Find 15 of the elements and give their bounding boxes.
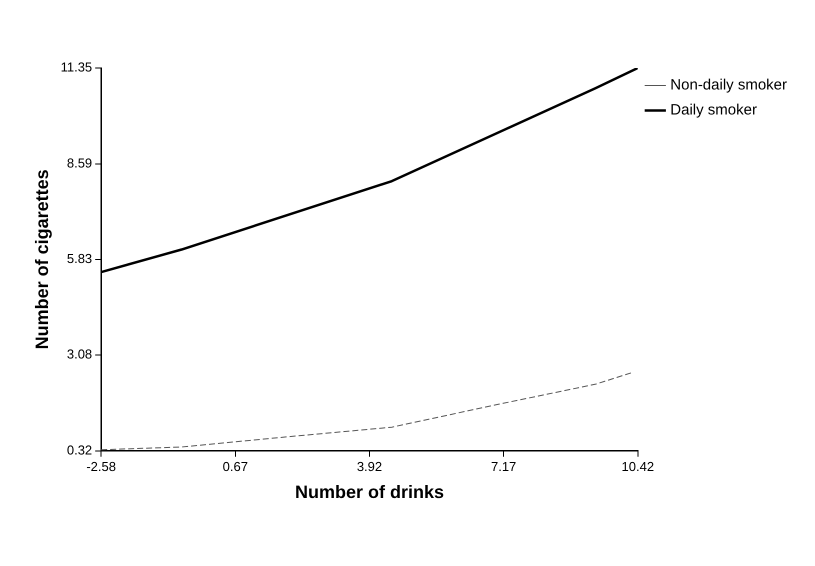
x-tick-label: 3.92 [356,459,382,474]
y-tick-label: 11.35 [60,60,92,75]
legend-label: Daily smoker [670,102,757,119]
x-tick-label: -2.58 [86,459,116,474]
legend-label: Non-daily smoker [670,76,788,94]
x-tick-label: 0.67 [222,459,248,474]
y-tick-label: 8.59 [66,155,92,170]
y-tick-label: 0.32 [66,442,92,458]
x-tick-label: 10.42 [622,459,654,474]
x-axis-title: Number of drinks [294,482,444,502]
y-axis-title: Number of cigarettes [32,169,52,350]
line-series [101,372,632,450]
y-tick-label: 3.08 [66,346,92,362]
y-tick-label: 5.83 [66,251,92,266]
x-tick-label: 7.17 [490,459,516,474]
